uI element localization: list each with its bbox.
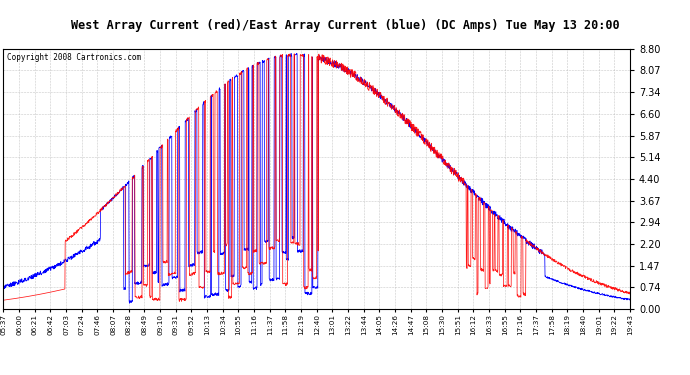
Text: West Array Current (red)/East Array Current (blue) (DC Amps) Tue May 13 20:00: West Array Current (red)/East Array Curr… [70,19,620,32]
Text: Copyright 2008 Cartronics.com: Copyright 2008 Cartronics.com [7,53,141,62]
